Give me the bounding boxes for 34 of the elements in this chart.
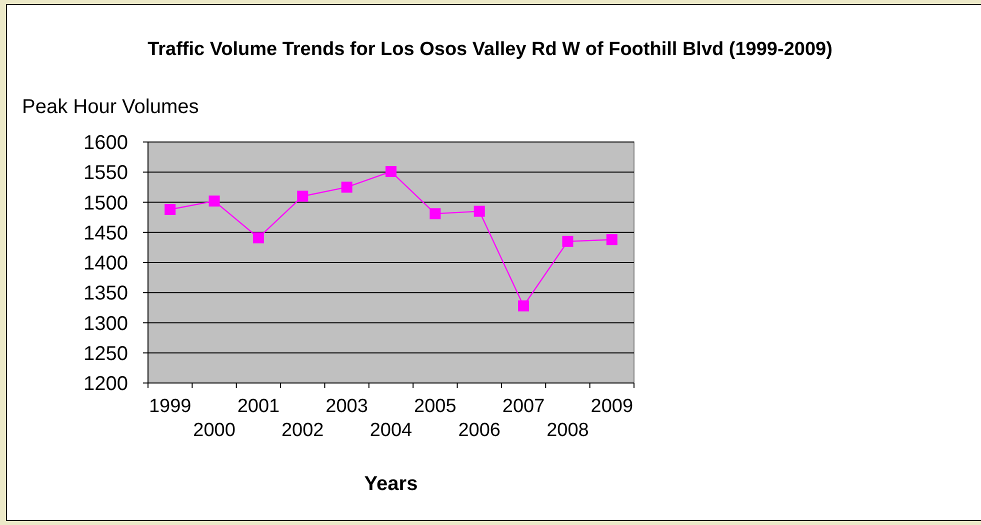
x-axis-title: Years (364, 473, 418, 495)
y-tick-label: 1200 (84, 373, 128, 395)
point (430, 208, 441, 220)
point (164, 204, 176, 215)
y-tick-label: 1300 (84, 312, 128, 335)
y-tick-label: 1550 (84, 162, 128, 184)
y-tick-label: 1450 (84, 222, 128, 244)
point (297, 190, 308, 202)
y-axis-title: Peak Hour Volumes (22, 96, 199, 118)
point (208, 196, 220, 207)
y-tick-label: 1600 (84, 132, 128, 154)
x-tick-label: 2006 (458, 420, 501, 441)
point (386, 166, 396, 178)
x-tick-label: 1999 (148, 396, 192, 417)
x-tick-label: 2004 (370, 420, 413, 441)
x-tick-label: 2009 (590, 396, 634, 417)
y-tick-label: 1250 (84, 342, 128, 365)
x-tick-label: 2005 (414, 396, 456, 417)
point (341, 182, 352, 193)
x-tick-label: 2007 (502, 396, 545, 417)
y-tick-label: 1400 (84, 252, 128, 274)
x-tick-label: 2002 (281, 420, 324, 441)
y-tick-label: 1500 (84, 192, 128, 214)
y-tick-label: 1350 (84, 282, 128, 305)
point (518, 300, 530, 312)
chart-title: Traffic Volume Trends for Los Osos Valley Rd W of Foothill Blvd (1999-2009) (148, 39, 832, 60)
x-tick-label: 2001 (237, 396, 280, 417)
point (562, 236, 574, 247)
point (606, 234, 618, 246)
x-tick-label: 2003 (326, 396, 368, 417)
point (474, 206, 485, 217)
x-tick-label: 2000 (193, 420, 236, 441)
point (252, 232, 264, 244)
x-tick-label: 2008 (546, 420, 589, 441)
